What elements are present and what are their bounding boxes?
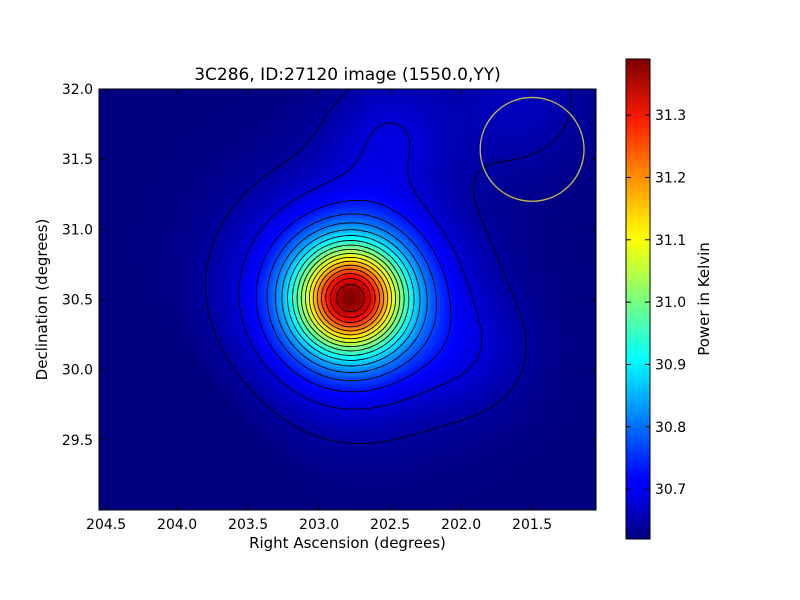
x-tick-label: 203.0: [299, 517, 339, 533]
contour-line: [330, 278, 371, 319]
x-tick-label: 204.0: [157, 517, 197, 533]
y-tick-label: 29.5: [62, 433, 93, 449]
colorbar-ticks: 30.7 30.8 30.9 31.0 31.1 31.2 31.3: [626, 108, 686, 498]
colorbar-tick-label: 30.7: [655, 482, 686, 498]
y-tick-label: 31.5: [62, 152, 93, 168]
contour-line: [308, 256, 393, 340]
contour-line: [238, 122, 483, 410]
contour-line: [312, 260, 389, 336]
contour-line: [300, 248, 401, 348]
contour-line: [281, 229, 421, 367]
y-tick-label: 32.0: [62, 82, 93, 98]
y-tick-label: 30.0: [62, 363, 93, 379]
x-tick-label: 202.0: [441, 517, 481, 533]
colorbar-tick-label: 31.3: [655, 108, 686, 124]
y-axis-ticks: 29.5 30.0 30.5 31.0 31.5 32.0: [62, 82, 596, 449]
contour-line: [205, 89, 572, 445]
x-axis-ticks: 204.5 204.0 203.5 203.0 202.5 202.0 201.5: [86, 89, 552, 533]
contour-line: [325, 273, 376, 323]
x-axis-label: Right Ascension (degrees): [249, 534, 446, 552]
contour-line: [255, 199, 452, 393]
colorbar-tick-label: 31.1: [655, 233, 686, 249]
contour-line: [266, 213, 437, 382]
contour-lines: [205, 89, 572, 445]
contour-line: [274, 222, 428, 374]
x-tick-label: 201.5: [512, 517, 552, 533]
y-tick-label: 30.5: [62, 293, 93, 309]
x-tick-label: 203.5: [228, 517, 268, 533]
colorbar-label: Power in Kelvin: [695, 242, 713, 356]
beam-circle: [479, 96, 585, 202]
colorbar-tick-label: 31.0: [655, 295, 686, 311]
contour-line: [287, 235, 415, 361]
colorbar: [625, 58, 651, 540]
colorbar-tick-label: 30.8: [655, 420, 686, 436]
heatmap-image: [99, 89, 596, 510]
x-tick-label: 204.5: [86, 517, 126, 533]
contour-line: [292, 240, 410, 356]
contour-line: [316, 264, 385, 332]
y-axis-label: Declination (degrees): [33, 219, 51, 381]
contour-line: [336, 284, 365, 313]
colorbar-tick-label: 31.2: [655, 170, 686, 186]
colorbar-tick-label: 30.9: [655, 357, 686, 373]
contour-line: [304, 253, 397, 344]
y-tick-label: 31.0: [62, 222, 93, 238]
contour-line: [320, 268, 381, 328]
x-tick-label: 202.5: [370, 517, 410, 533]
chart-title: 3C286, ID:27120 image (1550.0,YY): [194, 65, 501, 85]
contour-line: [296, 244, 405, 352]
